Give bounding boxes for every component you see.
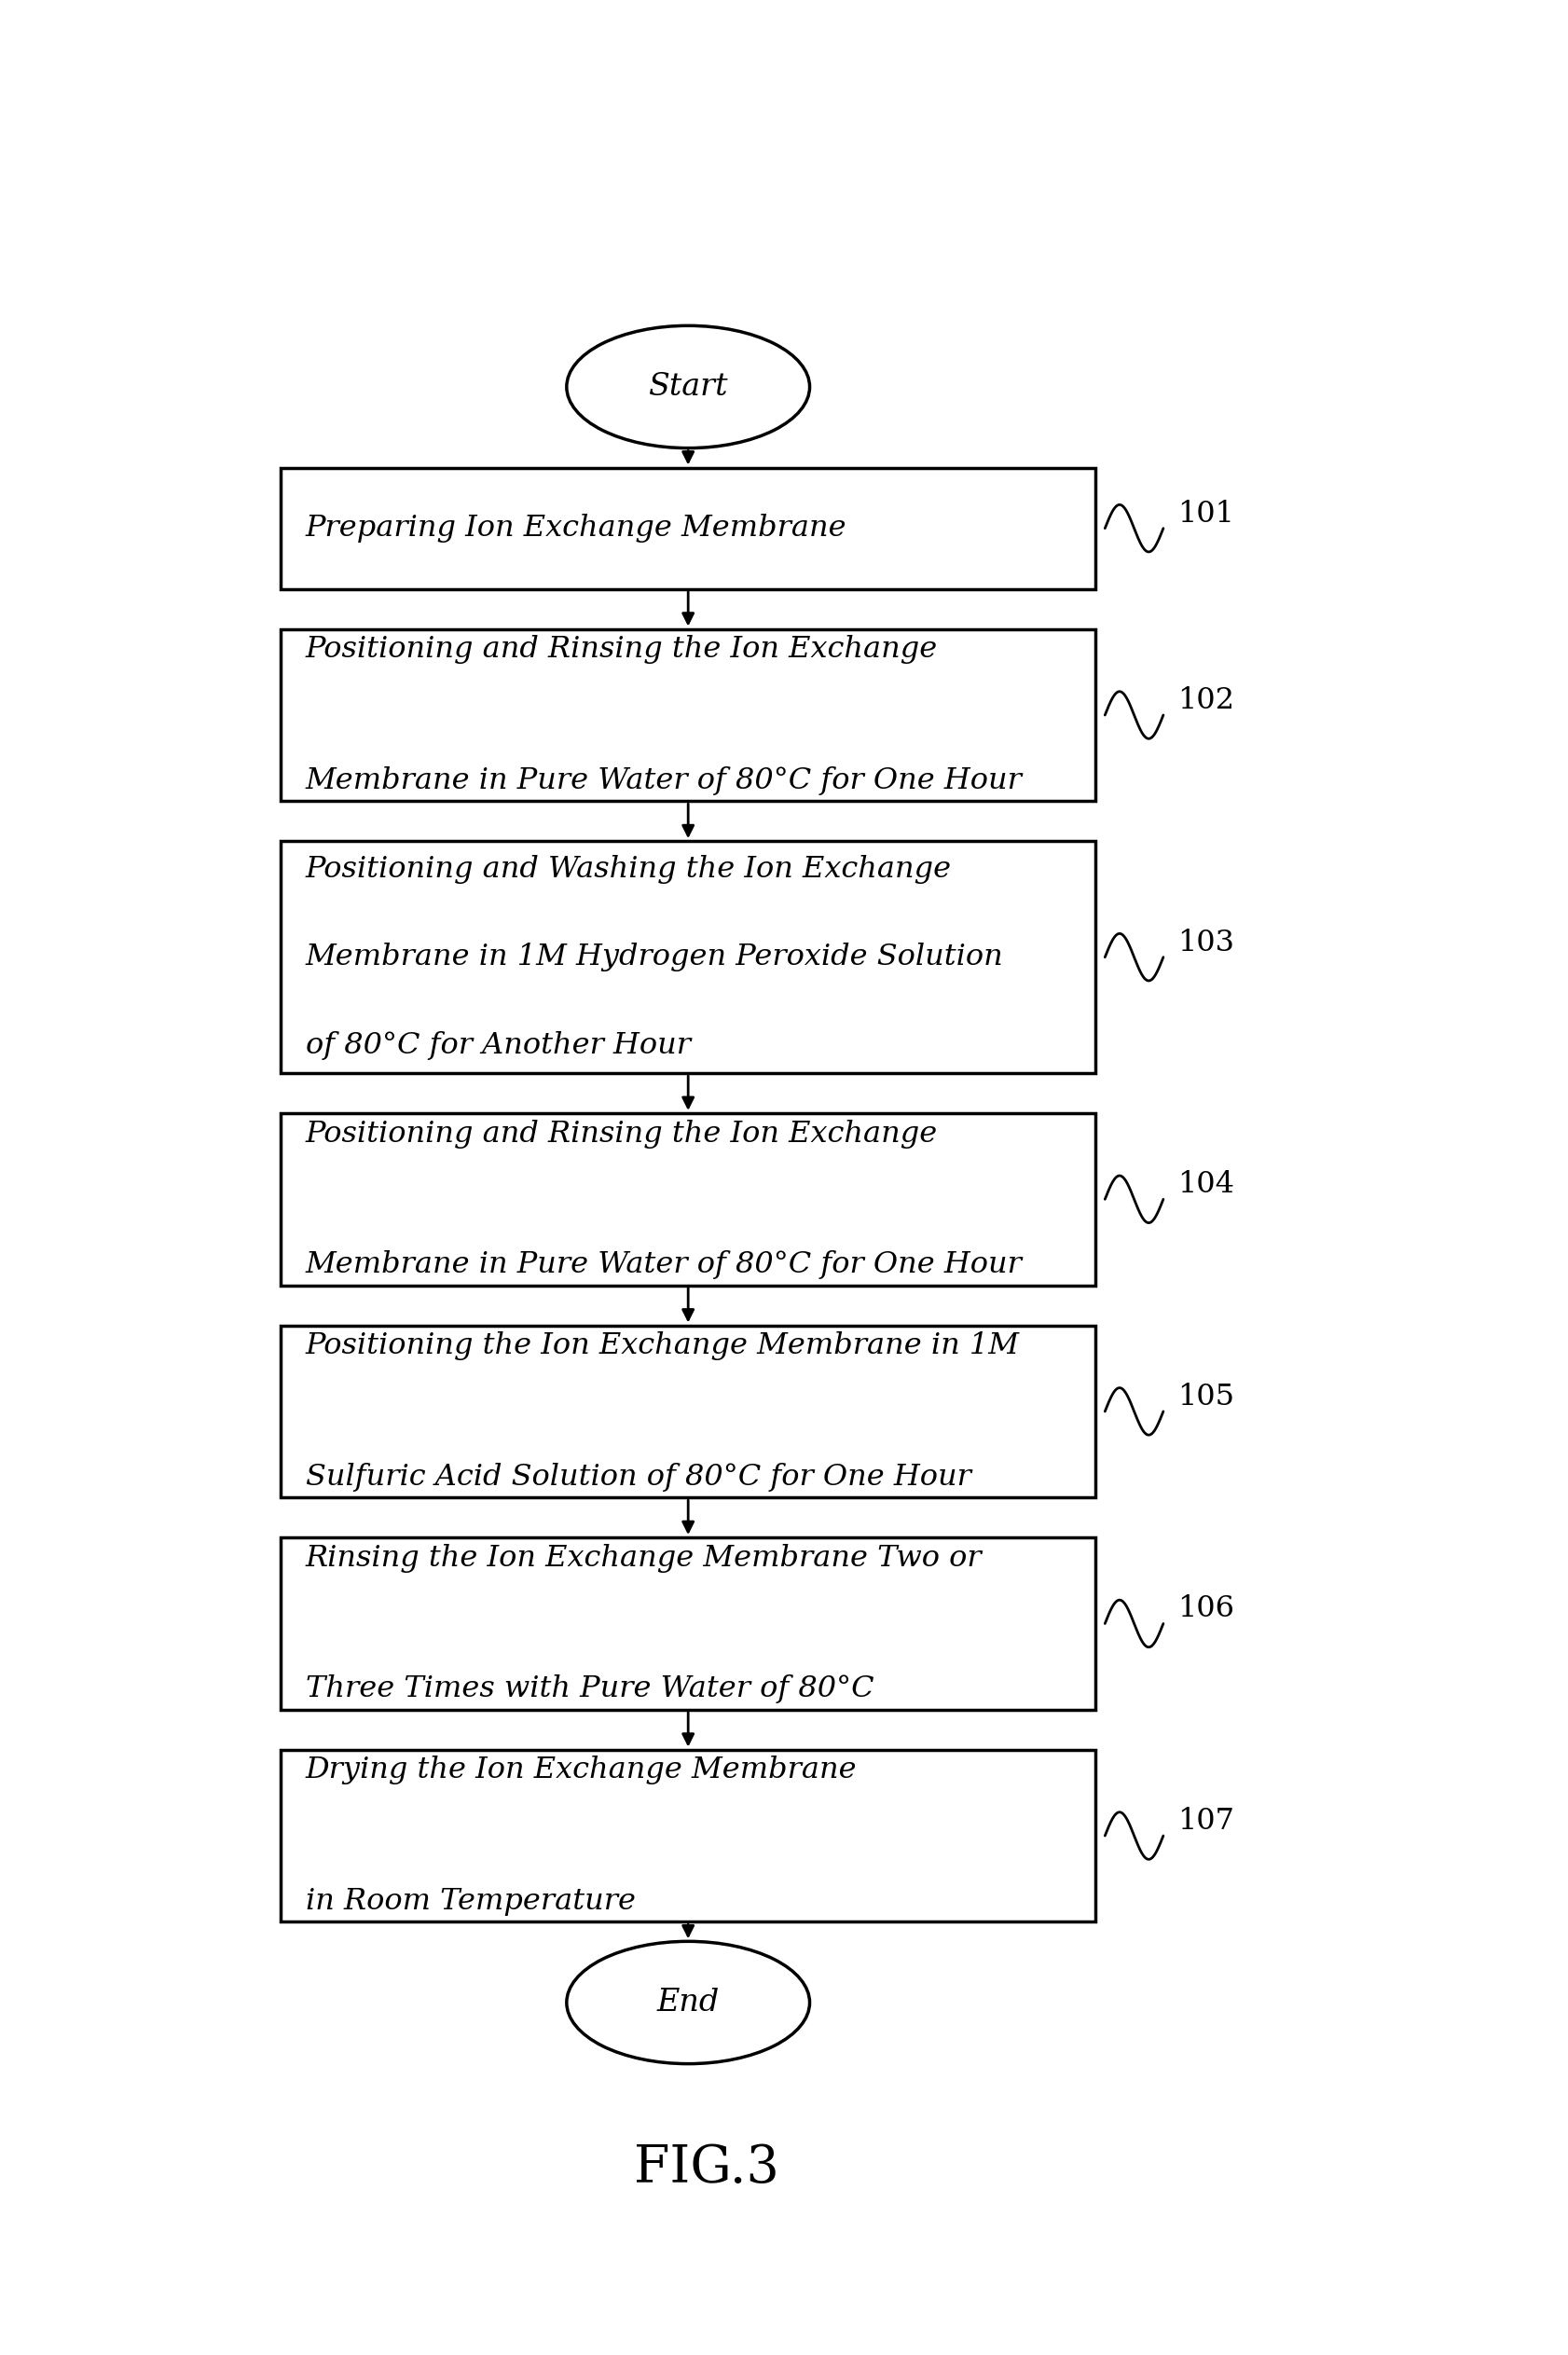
Bar — [281, 1326, 1094, 1498]
Bar — [281, 1114, 1094, 1286]
Text: 106: 106 — [1178, 1594, 1234, 1623]
Text: Membrane in Pure Water of 80°C for One Hour: Membrane in Pure Water of 80°C for One H… — [306, 765, 1022, 796]
Text: Positioning and Washing the Ion Exchange: Positioning and Washing the Ion Exchange — [306, 855, 952, 883]
Text: Rinsing the Ion Exchange Membrane Two or: Rinsing the Ion Exchange Membrane Two or — [306, 1543, 982, 1573]
Text: FIG.3: FIG.3 — [633, 2143, 779, 2195]
Text: 101: 101 — [1178, 499, 1234, 528]
Text: 105: 105 — [1178, 1382, 1236, 1411]
Text: of 80°C for Another Hour: of 80°C for Another Hour — [306, 1031, 690, 1060]
Text: Start: Start — [648, 372, 728, 403]
Text: 107: 107 — [1178, 1806, 1234, 1835]
Text: 103: 103 — [1178, 928, 1234, 956]
Text: Sulfuric Acid Solution of 80°C for One Hour: Sulfuric Acid Solution of 80°C for One H… — [306, 1462, 971, 1491]
Text: Preparing Ion Exchange Membrane: Preparing Ion Exchange Membrane — [306, 513, 847, 542]
Bar — [281, 1750, 1094, 1922]
Ellipse shape — [566, 1941, 809, 2063]
Text: Positioning and Rinsing the Ion Exchange: Positioning and Rinsing the Ion Exchange — [306, 636, 938, 664]
Bar — [281, 1538, 1094, 1710]
Text: Three Times with Pure Water of 80°C: Three Times with Pure Water of 80°C — [306, 1674, 873, 1703]
Text: Positioning and Rinsing the Ion Exchange: Positioning and Rinsing the Ion Exchange — [306, 1119, 938, 1149]
Text: Membrane in 1M Hydrogen Peroxide Solution: Membrane in 1M Hydrogen Peroxide Solutio… — [306, 942, 1004, 973]
Text: Membrane in Pure Water of 80°C for One Hour: Membrane in Pure Water of 80°C for One H… — [306, 1251, 1022, 1279]
Text: Positioning the Ion Exchange Membrane in 1M: Positioning the Ion Exchange Membrane in… — [306, 1331, 1019, 1361]
Text: 102: 102 — [1178, 685, 1234, 716]
Bar — [281, 469, 1094, 589]
Ellipse shape — [566, 325, 809, 447]
Text: End: End — [657, 1988, 720, 2018]
Text: in Room Temperature: in Room Temperature — [306, 1886, 635, 1915]
Bar — [281, 841, 1094, 1074]
Bar — [281, 629, 1094, 801]
Text: Drying the Ion Exchange Membrane: Drying the Ion Exchange Membrane — [306, 1757, 856, 1785]
Text: 104: 104 — [1178, 1170, 1234, 1199]
